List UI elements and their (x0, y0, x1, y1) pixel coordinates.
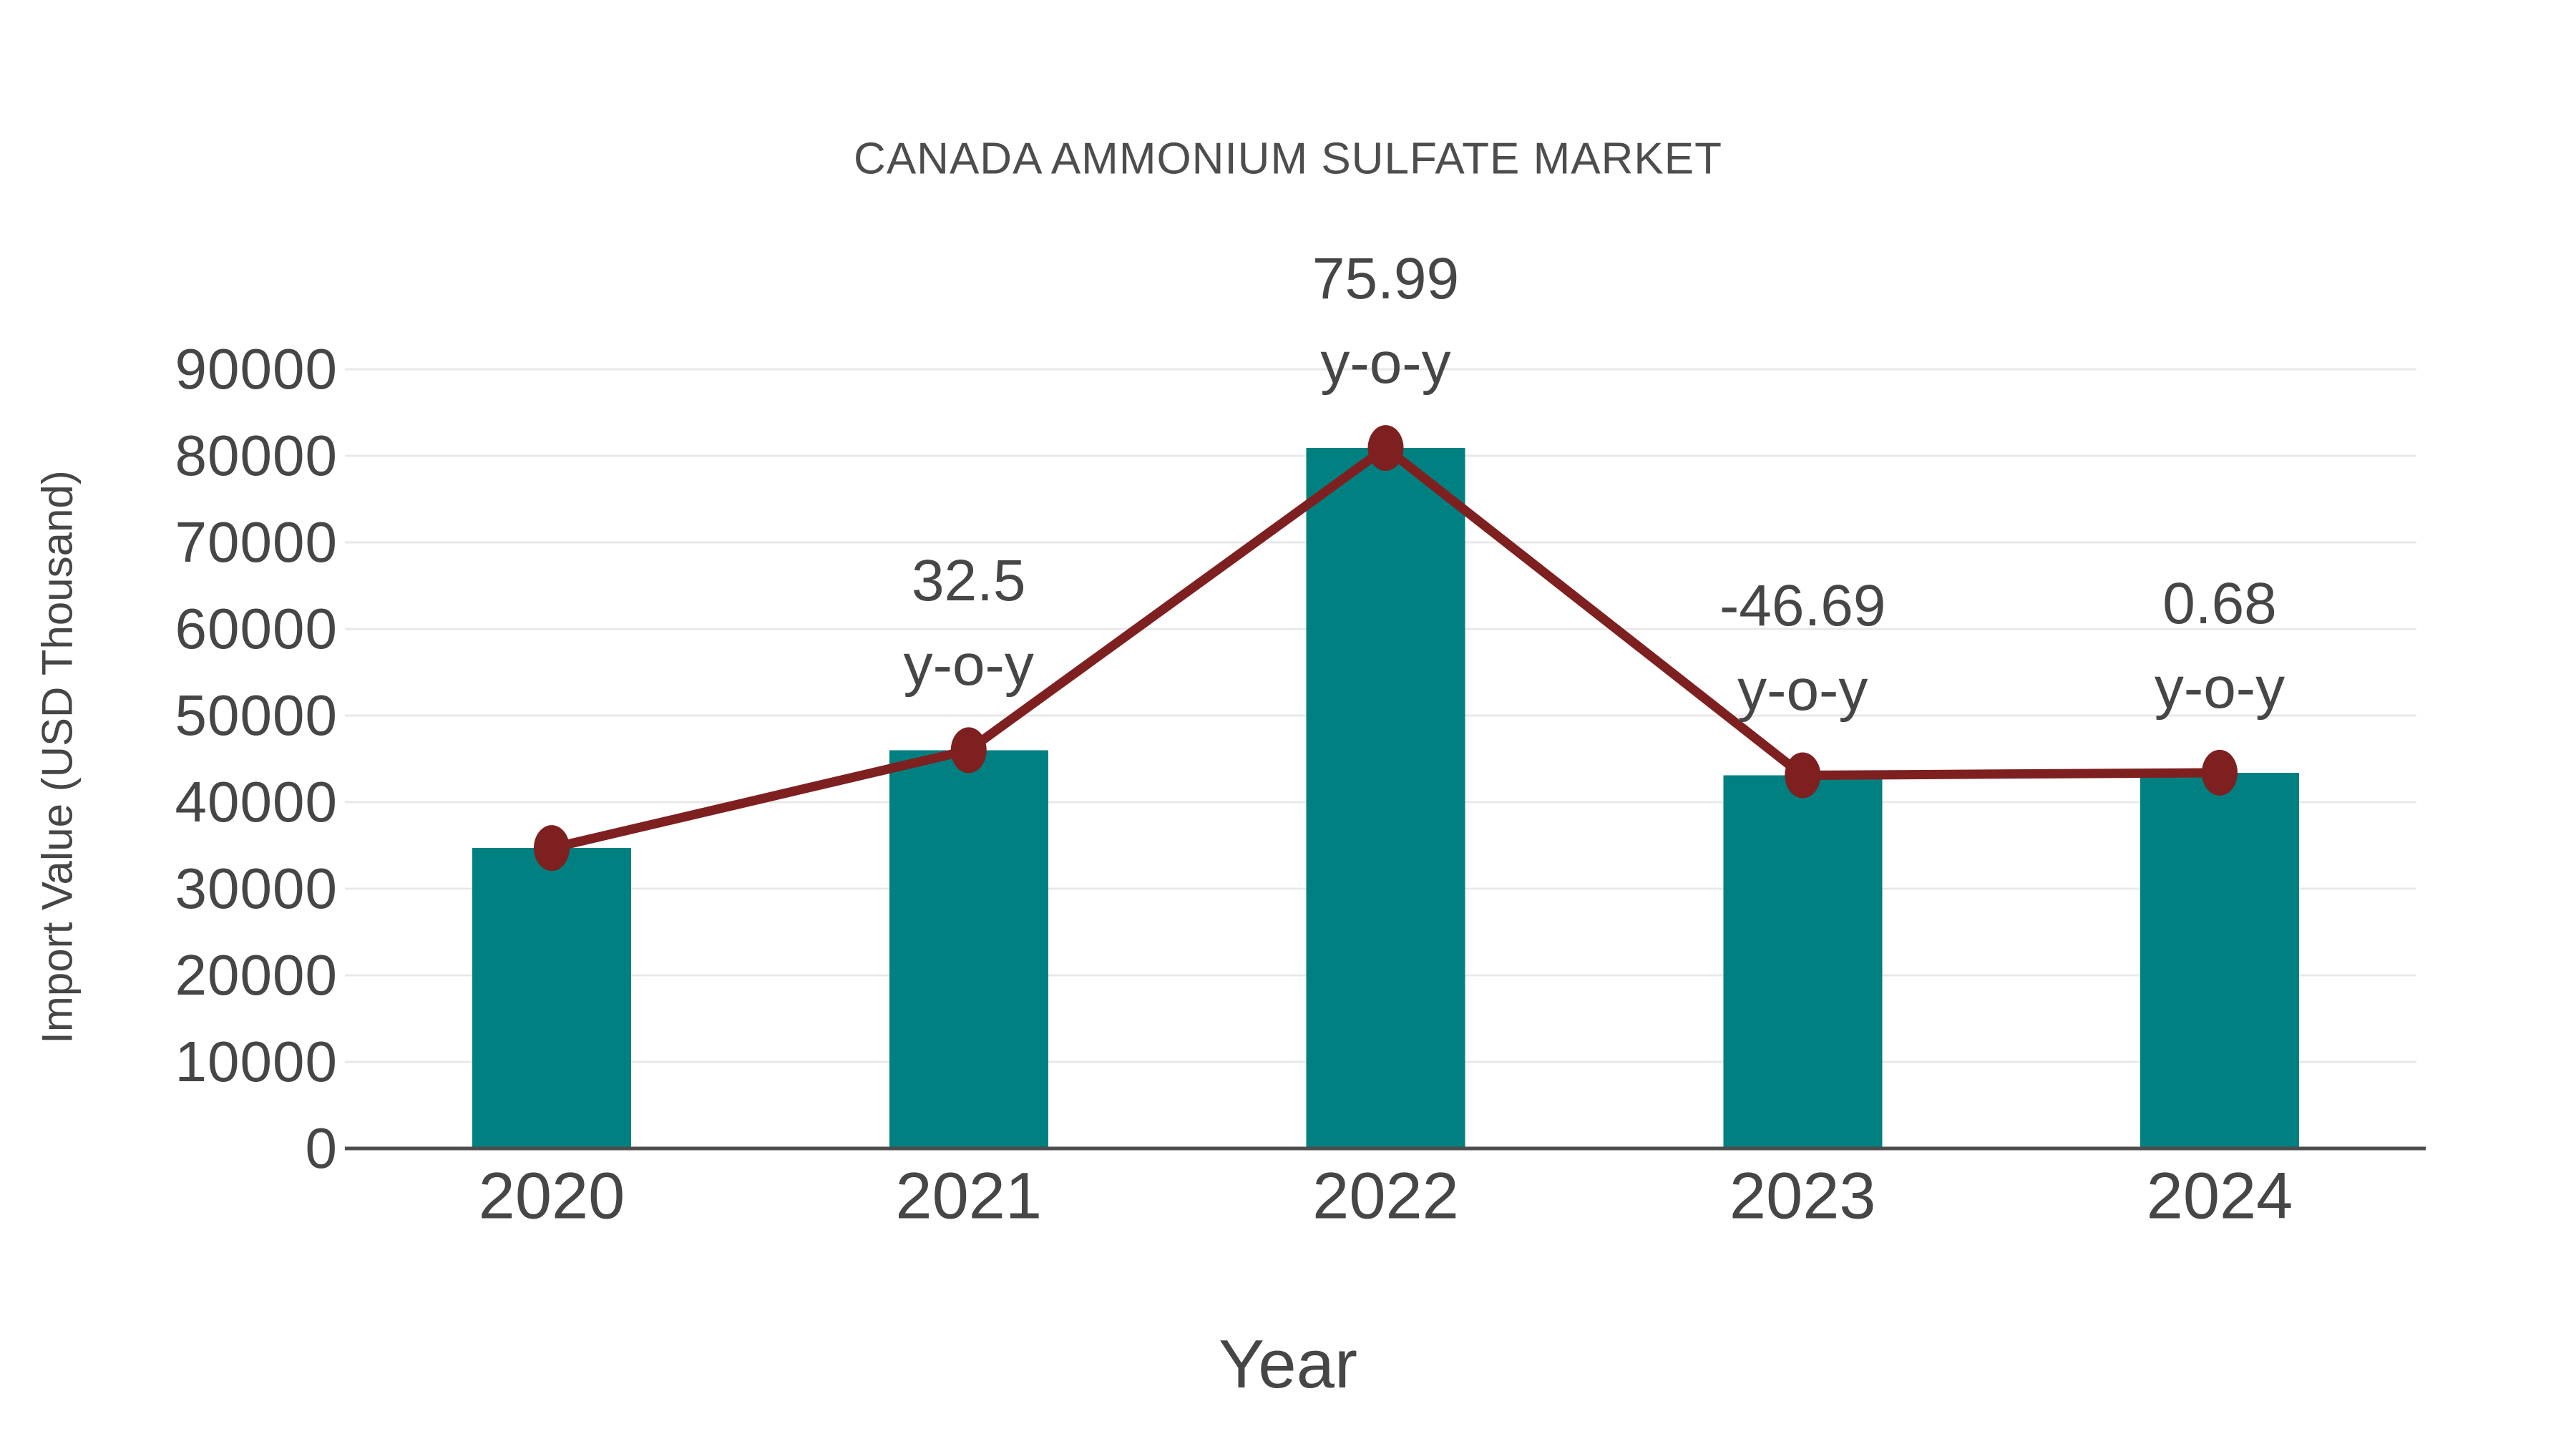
yoy-annotation-label-2022: y-o-y (1320, 331, 1451, 396)
yoy-annotation-value-2023: -46.69 (1719, 573, 1886, 639)
bar-2020 (472, 848, 631, 1148)
bar-2023 (1723, 775, 1883, 1148)
y-tick-label-60000: 60000 (175, 597, 338, 660)
y-tick-label-70000: 70000 (175, 510, 338, 574)
yoy-annotation-value-2021: 32.5 (911, 548, 1026, 614)
yoy-annotation-label-2021: y-o-y (903, 633, 1034, 698)
data-point-2020 (534, 825, 570, 872)
x-axis-title: Year (1219, 1326, 1357, 1402)
yoy-annotation-label-2023: y-o-y (1737, 658, 1868, 723)
x-tick-label-2023: 2023 (1729, 1159, 1876, 1233)
y-tick-label-20000: 20000 (175, 943, 338, 1007)
y-tick-label-80000: 80000 (175, 424, 338, 487)
x-tick-label-2020: 2020 (478, 1159, 625, 1233)
bar-2022 (1306, 448, 1465, 1148)
yoy-annotation-value-2022: 75.99 (1312, 246, 1460, 312)
y-tick-label-50000: 50000 (175, 683, 338, 747)
y-tick-label-30000: 30000 (175, 857, 338, 920)
data-point-2024 (2202, 749, 2238, 796)
bar-2021 (889, 750, 1048, 1148)
data-point-2023 (1785, 752, 1821, 799)
yoy-annotation-value-2024: 0.68 (2162, 570, 2277, 636)
y-tick-label-40000: 40000 (175, 770, 338, 834)
data-point-2022 (1367, 425, 1404, 472)
y-tick-label-0: 0 (305, 1116, 338, 1180)
x-tick-label-2022: 2022 (1312, 1159, 1459, 1233)
chart-title: CANADA AMMONIUM SULFATE MARKET (854, 134, 1722, 184)
x-tick-label-2021: 2021 (895, 1159, 1043, 1233)
data-point-2021 (950, 727, 987, 774)
x-tick-label-2024: 2024 (2146, 1159, 2293, 1233)
yoy-annotation-label-2024: y-o-y (2154, 655, 2285, 721)
y-tick-label-10000: 10000 (175, 1030, 338, 1093)
y-tick-label-90000: 90000 (175, 337, 338, 401)
bar-2024 (2140, 772, 2299, 1148)
